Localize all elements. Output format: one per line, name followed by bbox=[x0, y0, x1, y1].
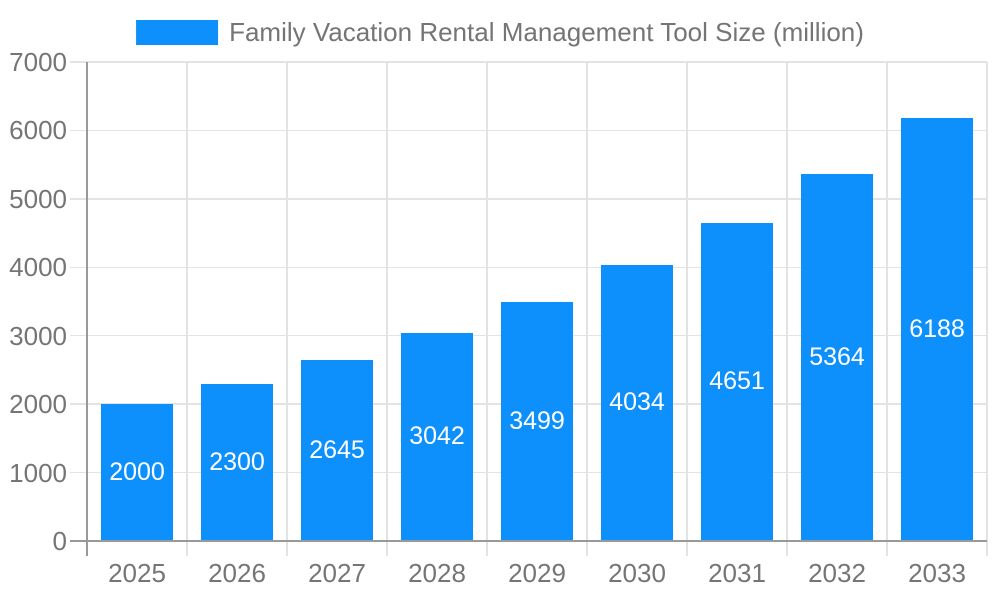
bar-2029: 3499 bbox=[501, 301, 573, 541]
vertical-gridline bbox=[886, 62, 888, 556]
bar-value-label: 4034 bbox=[609, 388, 665, 417]
x-axis-tick-label: 2033 bbox=[908, 558, 966, 588]
bar-2033: 6188 bbox=[901, 117, 973, 541]
x-axis-tick-label: 2027 bbox=[308, 558, 366, 588]
bar-2030: 4034 bbox=[601, 264, 673, 541]
vertical-gridline bbox=[986, 62, 988, 556]
y-axis-tick-label: 3000 bbox=[9, 320, 67, 351]
bar-2031: 4651 bbox=[701, 222, 773, 541]
y-axis-line bbox=[86, 62, 88, 556]
x-axis-tick-label: 2031 bbox=[708, 558, 766, 588]
vertical-gridline bbox=[286, 62, 288, 556]
x-axis-line bbox=[70, 540, 987, 542]
horizontal-gridline bbox=[70, 266, 987, 269]
x-axis-tick-label: 2025 bbox=[108, 558, 166, 588]
y-axis-tick-label: 4000 bbox=[9, 252, 67, 283]
legend-label: Family Vacation Rental Management Tool S… bbox=[229, 17, 864, 47]
vertical-gridline bbox=[586, 62, 588, 556]
vertical-gridline bbox=[486, 62, 488, 556]
vertical-gridline bbox=[786, 62, 788, 556]
y-axis-tick-label: 0 bbox=[52, 526, 67, 556]
bar-value-label: 3042 bbox=[409, 422, 465, 451]
y-axis-tick-label: 5000 bbox=[9, 183, 67, 214]
x-axis-tick-label: 2026 bbox=[208, 558, 266, 588]
bar-value-label: 4651 bbox=[709, 367, 765, 396]
bar-2026: 2300 bbox=[201, 383, 273, 541]
y-axis-tick-label: 1000 bbox=[9, 457, 67, 488]
bar-2027: 2645 bbox=[301, 360, 373, 541]
bar-2032: 5364 bbox=[801, 173, 873, 541]
bar-2028: 3042 bbox=[401, 332, 473, 541]
vertical-gridline bbox=[386, 62, 388, 556]
bar-value-label: 2645 bbox=[309, 435, 365, 464]
x-axis-tick-label: 2032 bbox=[808, 558, 866, 588]
horizontal-gridline bbox=[70, 198, 987, 200]
vertical-gridline bbox=[186, 62, 188, 556]
y-axis-tick-label: 7000 bbox=[9, 47, 67, 77]
y-axis-tick-label: 2000 bbox=[9, 389, 67, 420]
horizontal-gridline bbox=[70, 129, 987, 132]
y-axis-tick-label: 6000 bbox=[9, 115, 67, 146]
bar-value-label: 2000 bbox=[109, 458, 165, 487]
legend-item[interactable]: Family Vacation Rental Management Tool S… bbox=[136, 19, 864, 45]
horizontal-gridline bbox=[70, 61, 987, 63]
bar-value-label: 2300 bbox=[209, 447, 265, 476]
legend-swatch bbox=[136, 19, 219, 45]
bar-value-label: 6188 bbox=[909, 314, 965, 343]
x-axis-tick-label: 2030 bbox=[608, 558, 666, 588]
x-axis-tick-label: 2028 bbox=[408, 558, 466, 588]
legend: Family Vacation Rental Management Tool S… bbox=[136, 19, 864, 45]
bar-value-label: 5364 bbox=[809, 342, 865, 371]
bar-value-label: 3499 bbox=[509, 406, 565, 435]
vertical-gridline bbox=[686, 62, 688, 556]
bar-2025: 2000 bbox=[101, 404, 173, 541]
x-axis-tick-label: 2029 bbox=[508, 558, 566, 588]
